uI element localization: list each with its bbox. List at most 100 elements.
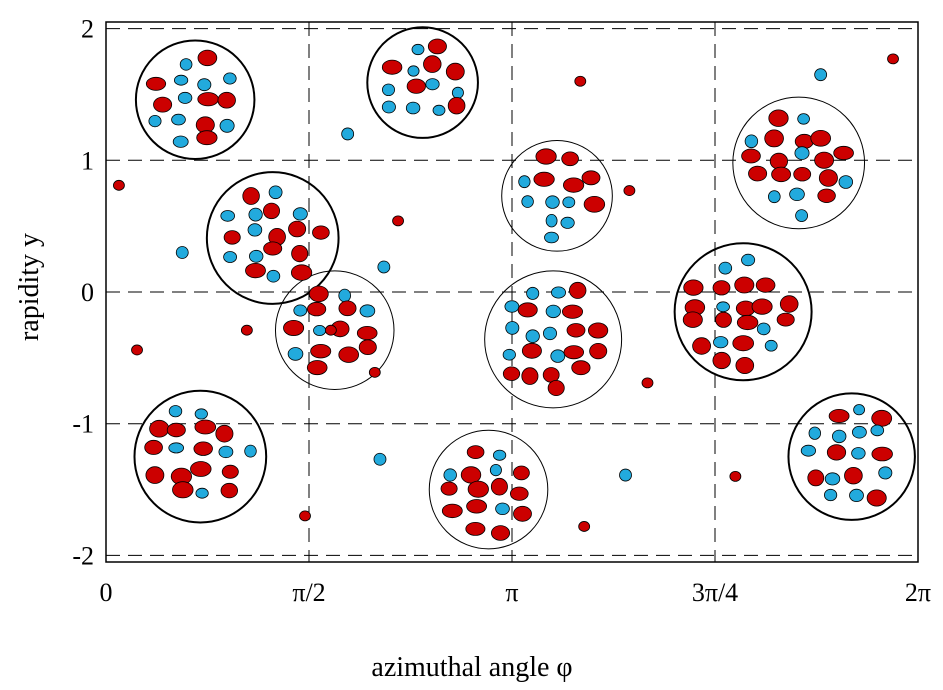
x-tick-label: π/2	[292, 578, 325, 607]
red-particle	[338, 346, 360, 363]
red-particle	[561, 151, 579, 167]
red-particle	[466, 445, 485, 460]
blue-particle	[492, 449, 507, 461]
free-red-particle	[324, 324, 337, 336]
blue-particle	[489, 463, 502, 477]
red-particle	[871, 409, 893, 427]
cluster-circle	[732, 96, 866, 230]
red-particle	[358, 339, 377, 356]
red-particle	[441, 503, 463, 519]
blue-particle	[716, 301, 730, 313]
blue-particle	[823, 488, 838, 502]
tick-labels: 0 π/2 π 3π/4 2π 2 1 0 -1 -2	[72, 15, 931, 607]
red-particle	[589, 342, 608, 360]
red-particle	[562, 304, 584, 319]
red-particle	[406, 78, 426, 94]
red-particle	[817, 188, 836, 204]
red-particle	[793, 166, 812, 182]
blue-particle	[218, 445, 234, 459]
free-red-particle	[368, 366, 381, 378]
free-red-particle	[299, 510, 311, 522]
blue-particle	[405, 101, 421, 115]
blue-particle	[767, 190, 781, 204]
cluster-circle	[274, 270, 395, 390]
free-red-particle	[887, 53, 899, 65]
blue-particle	[849, 488, 864, 502]
free-red-particle	[131, 344, 143, 356]
red-particle	[807, 469, 825, 487]
blue-particle	[797, 113, 810, 125]
red-particle	[562, 177, 585, 193]
blue-particle	[838, 175, 854, 189]
red-particle	[465, 522, 486, 536]
red-particle	[381, 59, 403, 75]
blue-particle	[495, 502, 510, 516]
red-particle	[291, 245, 309, 263]
free-blue-particle	[377, 260, 391, 274]
blue-particle	[543, 326, 558, 341]
blue-particle	[248, 207, 263, 222]
red-particle	[215, 424, 234, 443]
red-particle	[682, 311, 703, 328]
red-particle	[741, 148, 761, 164]
red-particle	[583, 196, 606, 213]
red-particle	[145, 76, 167, 91]
red-particle	[712, 280, 731, 296]
free-blue-particle	[175, 246, 189, 259]
red-particle	[172, 481, 194, 499]
red-particle	[193, 441, 213, 456]
blue-particle	[148, 115, 162, 128]
free-red-particle	[113, 179, 125, 191]
blue-particle	[800, 444, 817, 457]
red-particle	[771, 166, 791, 183]
blue-particle	[247, 223, 263, 237]
red-particle	[445, 62, 465, 81]
blue-particle	[172, 135, 189, 148]
blue-particle	[223, 251, 238, 263]
cluster-circle	[133, 389, 268, 524]
blue-particle	[195, 487, 209, 499]
red-particle	[521, 342, 542, 359]
blue-particle	[545, 213, 558, 228]
red-particle	[826, 444, 847, 461]
blue-particle	[562, 196, 576, 209]
red-particle	[308, 285, 329, 303]
red-particle	[776, 312, 795, 327]
blue-particle	[425, 78, 440, 91]
red-particle	[153, 96, 173, 113]
blue-particle	[741, 253, 756, 267]
blue-particle	[292, 207, 308, 221]
red-particle	[467, 480, 489, 498]
free-red-particle	[240, 324, 253, 336]
particles	[113, 38, 899, 541]
red-particle	[587, 322, 609, 339]
blue-particle	[381, 100, 396, 114]
red-particle	[310, 344, 332, 359]
blue-particle	[171, 113, 186, 126]
red-particle	[751, 298, 773, 315]
red-particle	[490, 525, 510, 541]
free-blue-particle	[373, 452, 387, 466]
blue-particle	[197, 78, 212, 92]
y-tick-label: 1	[81, 146, 94, 175]
red-particle	[338, 300, 357, 317]
blue-particle	[293, 304, 308, 317]
red-particle	[447, 96, 466, 115]
red-particle	[312, 225, 330, 240]
blue-particle	[544, 231, 559, 244]
blue-particle	[545, 195, 560, 209]
red-particle	[692, 337, 711, 355]
red-particle	[748, 165, 768, 182]
red-particle	[521, 367, 539, 385]
red-particle	[755, 277, 776, 293]
blue-particle	[526, 286, 540, 300]
blue-particle	[756, 322, 771, 336]
blue-particle	[266, 269, 281, 283]
blue-particle	[853, 404, 865, 416]
red-particle	[833, 145, 854, 161]
red-particle	[423, 55, 442, 73]
blue-particle	[432, 104, 446, 116]
cluster-circle	[501, 140, 613, 252]
red-particle	[547, 379, 565, 396]
red-particle	[197, 49, 218, 67]
